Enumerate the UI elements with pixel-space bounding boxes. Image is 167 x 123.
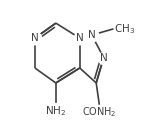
Text: NH$_2$: NH$_2$ [45,104,66,118]
Text: CH$_3$: CH$_3$ [114,22,135,36]
Text: N: N [100,53,108,62]
Text: N: N [76,33,84,43]
Text: N: N [31,33,39,43]
Text: N: N [88,30,96,40]
Text: CONH$_2$: CONH$_2$ [82,105,116,119]
